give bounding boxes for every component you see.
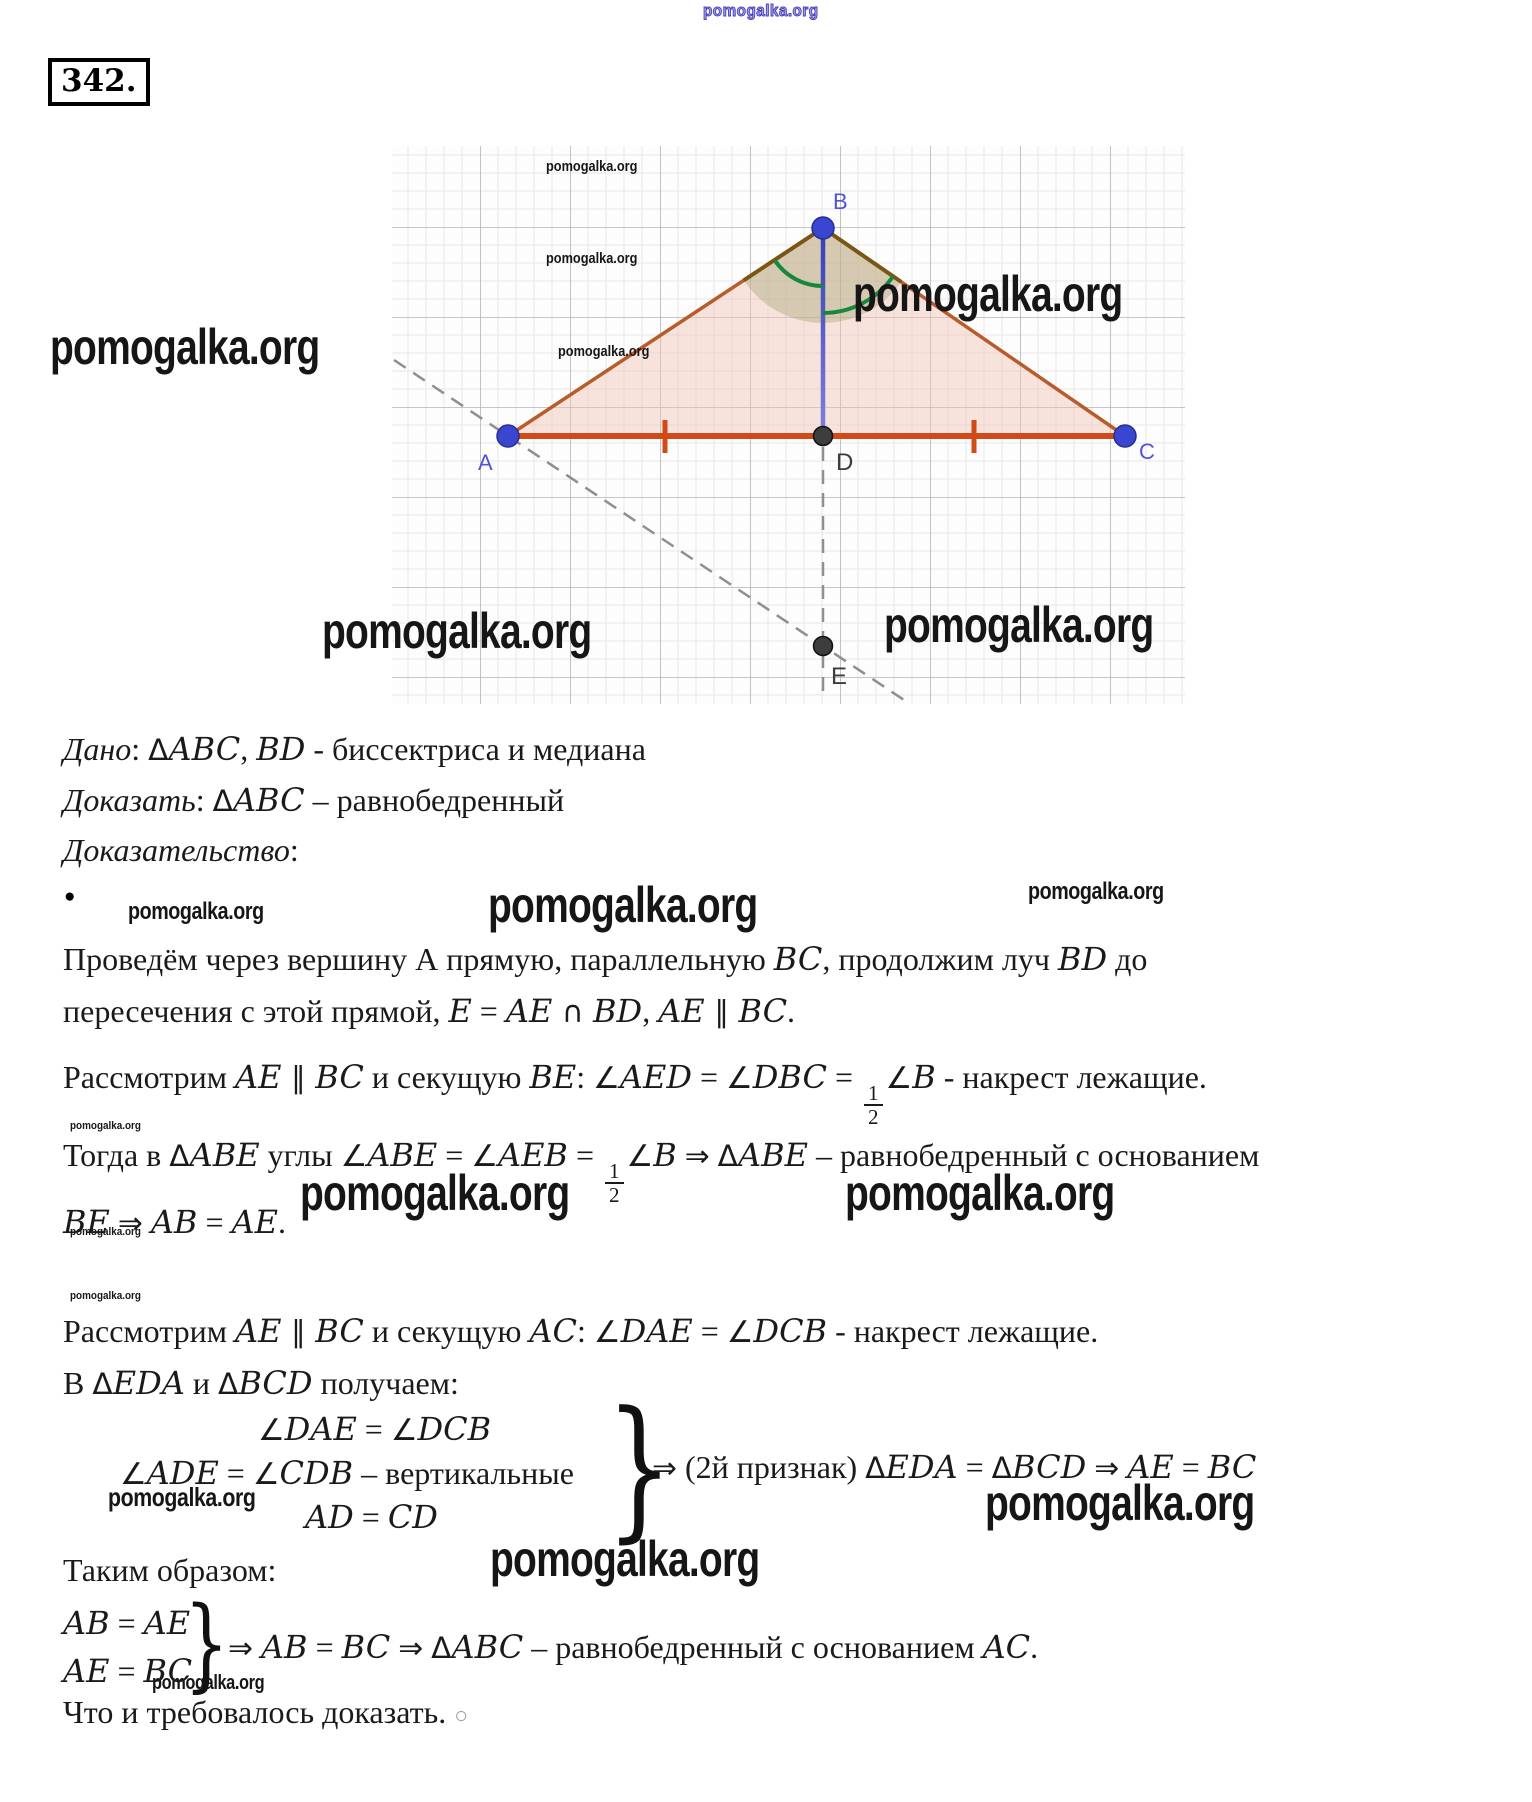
watermark: pomogalka.org bbox=[546, 250, 638, 267]
triangle-fill bbox=[508, 228, 1125, 436]
system2-row1: AB = AE bbox=[63, 1604, 191, 1642]
watermark: pomogalka.org bbox=[300, 1165, 570, 1221]
label-a: A bbox=[478, 450, 493, 475]
angle-arc-left bbox=[772, 258, 824, 288]
proof-line-1a: Проведём через вершину А прямую, паралле… bbox=[63, 940, 1148, 978]
angle-arc-right bbox=[822, 275, 895, 316]
to-prove-line: Доказать: ΔABC – равнобедренный bbox=[63, 781, 565, 819]
watermark: pomogalka.org bbox=[853, 266, 1123, 322]
label-c: C bbox=[1139, 439, 1155, 464]
system1-brace: } bbox=[606, 1379, 673, 1558]
point-a bbox=[496, 424, 520, 448]
watermark: pomogalka.org bbox=[152, 1672, 265, 1694]
proof-heading: Доказательство: bbox=[63, 832, 299, 868]
geometry-figure: A B C D E bbox=[392, 146, 1185, 704]
watermark: pomogalka.org bbox=[128, 898, 264, 925]
watermark: pomogalka.org bbox=[845, 1165, 1115, 1221]
point-d bbox=[812, 425, 834, 447]
label-b: B bbox=[833, 189, 848, 214]
system1-row3: AD = CD bbox=[305, 1498, 438, 1536]
label-e: E bbox=[831, 663, 847, 690]
watermark: pomogalka.org bbox=[322, 603, 592, 659]
qed-line: Что и требовалось доказать. ○ bbox=[63, 1694, 469, 1730]
proof-line-3a: Тогда в ΔABE углы ∠ABE = ∠AEB = 1 2 ∠B ⇒ Δ… bbox=[63, 1136, 1260, 1207]
watermark: pomogalka.org bbox=[70, 1290, 141, 1302]
bullet-marker: ● bbox=[64, 886, 76, 907]
system2-brace: } bbox=[184, 1585, 229, 1704]
problem-number: 342. bbox=[48, 58, 150, 106]
watermark: pomogalka.org bbox=[108, 1482, 256, 1512]
proof-line-2: Рассмотрим AE ∥ BC и секущую BE: ∠AED = … bbox=[63, 1058, 1207, 1129]
watermark: pomogalka.org bbox=[703, 1, 819, 21]
proof-line-1b: пересечения с этой прямой, E = AE ∩ BD, … bbox=[63, 992, 796, 1030]
side-bc-near-b bbox=[821, 226, 903, 284]
system1-row2: ∠ADE = ∠CDB – вертикальные bbox=[120, 1454, 574, 1492]
watermark: pomogalka.org bbox=[558, 343, 650, 360]
watermark: pomogalka.org bbox=[70, 1120, 141, 1132]
side-ab-near-b bbox=[742, 226, 825, 282]
proof-line-5: В ΔEDA и ΔBCD получаем: bbox=[63, 1364, 459, 1402]
point-b bbox=[811, 216, 835, 240]
watermark: pomogalka.org bbox=[488, 877, 758, 933]
watermark: pomogalka.org bbox=[884, 597, 1154, 653]
watermark: pomogalka.org bbox=[70, 1226, 141, 1238]
thus-line: Таким образом: bbox=[63, 1552, 277, 1588]
proof-line-4: Рассмотрим AE ∥ BC и секущую AC: ∠DAE = … bbox=[63, 1312, 1099, 1350]
proof-line-3b: BE ⇒ AB = AE. bbox=[63, 1203, 286, 1241]
watermark: pomogalka.org bbox=[985, 1475, 1255, 1531]
given-line: Дано: ΔABC, BD - биссектриса и медиана bbox=[63, 730, 646, 768]
watermark: pomogalka.org bbox=[490, 1531, 760, 1587]
label-d: D bbox=[836, 449, 853, 476]
system1-result: ⇒ (2й признак) ΔEDA = ΔBCD ⇒ AE = BC bbox=[652, 1448, 1257, 1486]
system2-row2: AE = BC bbox=[63, 1652, 193, 1690]
system2-result: ⇒ AB = BC ⇒ ΔABC – равнобедренный с осно… bbox=[228, 1628, 1039, 1666]
point-e bbox=[812, 635, 834, 657]
system1-row1: ∠DAE = ∠DCB bbox=[258, 1410, 492, 1448]
watermark: pomogalka.org bbox=[50, 319, 320, 375]
point-c bbox=[1113, 424, 1137, 448]
watermark: pomogalka.org bbox=[546, 158, 638, 175]
watermark: pomogalka.org bbox=[1028, 878, 1164, 905]
